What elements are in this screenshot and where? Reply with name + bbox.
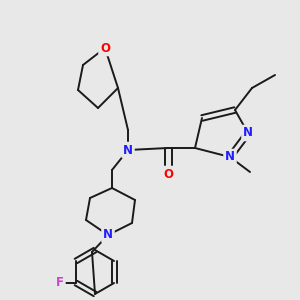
Text: O: O [100,41,110,55]
Text: O: O [163,167,173,181]
Text: N: N [103,229,113,242]
Text: N: N [225,151,235,164]
Text: N: N [243,127,253,140]
Text: F: F [56,277,64,290]
Text: N: N [123,143,133,157]
